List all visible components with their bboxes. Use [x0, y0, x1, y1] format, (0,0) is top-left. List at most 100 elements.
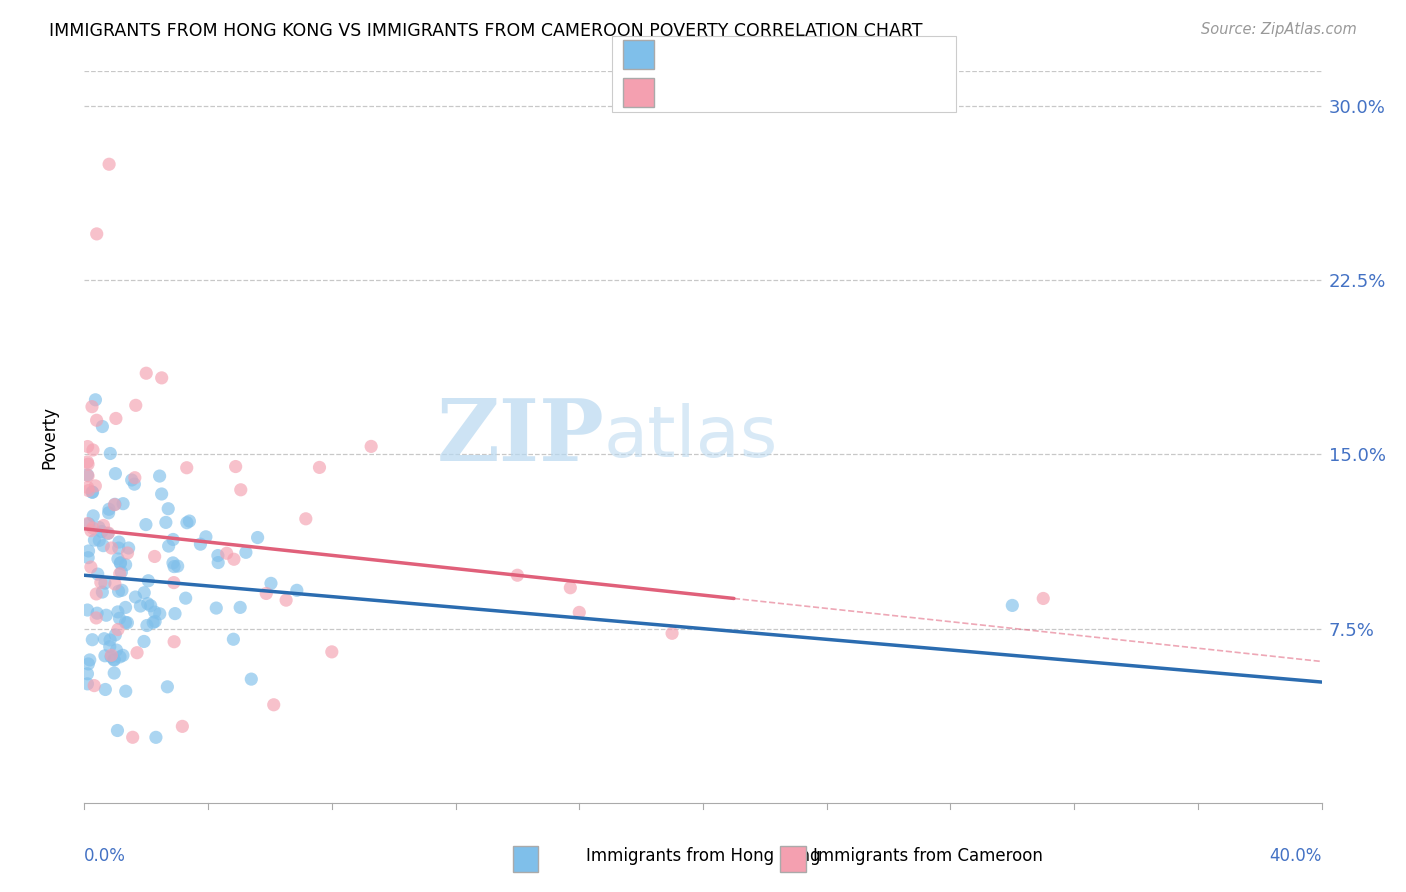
Point: [107, 605, 129, 619]
Point: [150, 371, 173, 385]
Point: [222, 632, 245, 647]
Point: [163, 575, 186, 590]
Point: [205, 601, 228, 615]
Point: [76, 666, 98, 681]
Point: [76, 677, 98, 691]
Point: [98, 446, 121, 460]
Point: [107, 541, 129, 555]
Point: [76, 516, 98, 531]
Point: [84, 392, 107, 407]
Point: [94, 682, 117, 697]
Point: [108, 535, 131, 549]
Text: 0.0%: 0.0%: [84, 847, 127, 864]
Point: [155, 516, 177, 530]
Text: -0.215: -0.215: [699, 84, 758, 102]
Point: [80, 400, 103, 414]
Point: [105, 643, 128, 657]
Point: [143, 549, 166, 564]
Point: [86, 587, 108, 601]
Point: [82, 632, 104, 647]
Point: [89, 533, 111, 548]
Point: [107, 723, 129, 738]
Point: [103, 653, 125, 667]
Point: [229, 483, 252, 497]
Point: [157, 539, 180, 553]
Point: [246, 531, 269, 545]
Point: [235, 545, 257, 559]
Point: [103, 652, 125, 666]
Point: [93, 518, 115, 533]
Point: [80, 560, 103, 574]
Point: [207, 549, 229, 563]
Text: 105: 105: [811, 45, 846, 63]
Point: [76, 467, 98, 482]
Point: [661, 626, 683, 640]
Point: [295, 512, 318, 526]
Text: Poverty: Poverty: [41, 406, 59, 468]
Point: [506, 568, 529, 582]
Point: [86, 413, 108, 427]
Text: -0.117: -0.117: [699, 45, 758, 63]
Point: [135, 618, 157, 632]
Point: [86, 606, 108, 620]
Point: [108, 566, 131, 581]
Text: 57: 57: [820, 84, 849, 102]
Point: [91, 585, 114, 599]
Point: [321, 645, 343, 659]
Point: [98, 640, 121, 654]
Point: [360, 439, 382, 453]
Point: [80, 524, 103, 538]
Point: [1032, 591, 1054, 606]
Point: [174, 591, 197, 606]
Text: IMMIGRANTS FROM HONG KONG VS IMMIGRANTS FROM CAMEROON POVERTY CORRELATION CHART: IMMIGRANTS FROM HONG KONG VS IMMIGRANTS …: [49, 22, 922, 40]
Text: R =: R =: [662, 45, 699, 63]
Point: [104, 577, 127, 591]
Point: [194, 530, 217, 544]
Point: [1001, 599, 1024, 613]
Point: [136, 597, 159, 611]
Point: [560, 581, 582, 595]
Point: [104, 467, 127, 481]
Point: [110, 565, 132, 579]
Point: [263, 698, 285, 712]
Point: [112, 497, 135, 511]
Point: [108, 649, 131, 664]
Text: N =: N =: [773, 45, 810, 63]
Point: [117, 541, 139, 555]
Point: [93, 632, 115, 646]
Point: [136, 574, 159, 588]
Point: [100, 648, 122, 663]
Point: [139, 599, 162, 613]
Point: [285, 583, 308, 598]
Point: [82, 485, 104, 500]
Point: [84, 479, 107, 493]
Text: 40.0%: 40.0%: [1270, 847, 1322, 864]
Point: [121, 731, 143, 745]
Point: [229, 600, 252, 615]
Point: [135, 366, 157, 380]
Point: [176, 460, 198, 475]
Point: [166, 559, 188, 574]
Point: [98, 157, 121, 171]
Point: [225, 459, 247, 474]
Point: [157, 501, 180, 516]
Point: [124, 590, 146, 604]
Point: [77, 550, 100, 565]
Point: [108, 611, 131, 625]
Point: [132, 634, 155, 648]
Point: [149, 469, 172, 483]
Point: [82, 485, 104, 500]
Point: [150, 487, 173, 501]
Point: [114, 600, 136, 615]
Point: [103, 666, 125, 681]
Point: [124, 477, 146, 491]
Point: [114, 615, 136, 630]
Point: [143, 615, 166, 629]
Point: [97, 502, 120, 516]
Point: [103, 498, 125, 512]
Point: [77, 516, 100, 531]
Point: [107, 623, 129, 637]
Point: [114, 684, 136, 698]
Point: [97, 526, 120, 541]
Point: [207, 556, 229, 570]
